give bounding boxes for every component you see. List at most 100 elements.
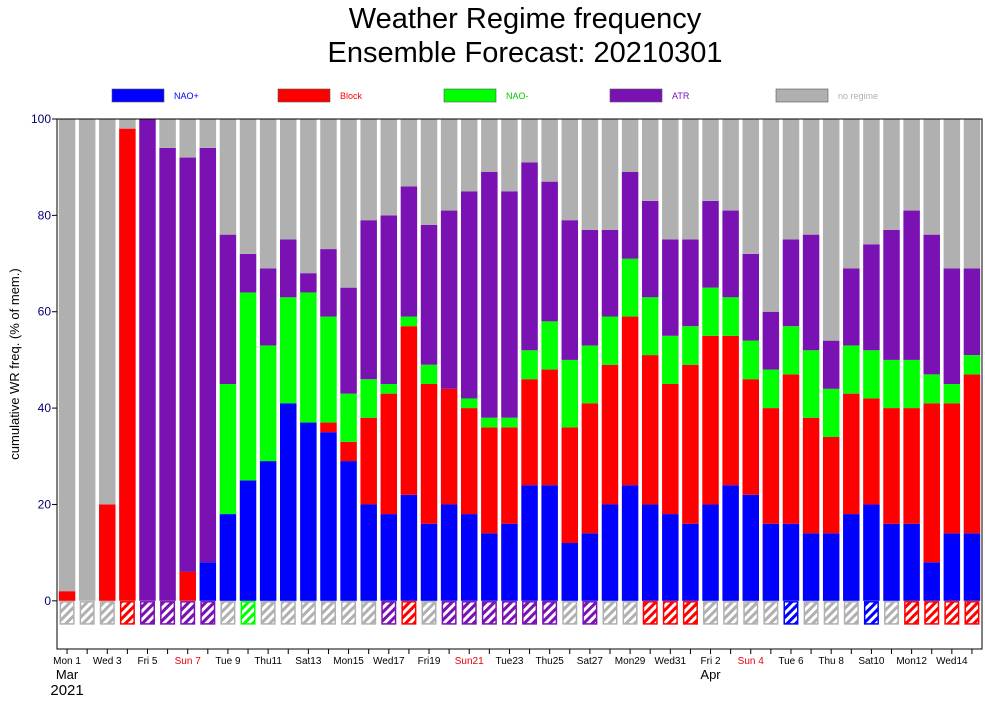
- bar-segment: [380, 215, 398, 384]
- legend-swatch: [111, 88, 165, 103]
- observed-regime-box: [863, 601, 879, 625]
- bar-segment: [239, 253, 257, 293]
- observed-regime-box: [401, 601, 417, 625]
- bar-segment: [802, 119, 820, 235]
- legend-label: NAO-: [506, 91, 529, 101]
- bar-segment: [682, 523, 699, 601]
- bar-segment: [440, 119, 458, 211]
- bar-segment: [481, 172, 498, 418]
- bar-segment: [943, 268, 961, 384]
- bar-segment: [843, 119, 860, 269]
- observed-regime-box: [341, 601, 357, 625]
- bar-segment: [702, 504, 719, 601]
- bar-segment: [641, 119, 659, 201]
- bar-segment: [280, 119, 297, 240]
- bar-segment: [702, 119, 719, 201]
- bar-segment: [581, 345, 599, 404]
- bar-segment: [219, 119, 237, 235]
- bar-segment: [722, 485, 739, 601]
- bar-segment: [561, 359, 579, 428]
- month-label: Mar: [56, 667, 79, 682]
- bar-segment: [300, 292, 317, 423]
- bar-segment: [360, 504, 377, 601]
- observed-regime-box: [582, 601, 598, 625]
- bar-segment: [722, 210, 739, 298]
- bar-segment: [440, 388, 458, 505]
- bar-segment: [682, 364, 699, 524]
- observed-regime-box: [622, 601, 638, 625]
- bar-segment: [923, 562, 940, 601]
- observed-regime-box: [884, 601, 900, 625]
- bar-segment: [863, 244, 880, 351]
- observed-regime-box: [562, 601, 578, 625]
- bar-segment: [662, 384, 679, 515]
- bar-segment: [742, 340, 759, 380]
- x-tick-label: Mon29: [615, 656, 646, 667]
- bar-segment: [360, 379, 377, 418]
- bar-segment: [923, 403, 940, 563]
- observed-regime-box: [723, 601, 739, 625]
- bar-segment: [782, 239, 800, 327]
- bar-segment: [460, 398, 478, 409]
- x-tick-label: Fri 5: [137, 656, 157, 667]
- bar-segment: [400, 326, 418, 495]
- x-tick-label: Mon12: [896, 656, 927, 667]
- observed-regime-box: [904, 601, 920, 625]
- bar-segment: [78, 119, 96, 601]
- x-tick-label: Wed14: [936, 656, 968, 667]
- bar-segment: [923, 119, 940, 235]
- bar-segment: [501, 523, 518, 601]
- bar-segment: [722, 335, 739, 486]
- bar-segment: [601, 316, 619, 365]
- bar-segment: [702, 287, 719, 336]
- observed-regime-box: [542, 601, 558, 625]
- bar-segment: [420, 523, 438, 601]
- bar-segment: [340, 119, 357, 288]
- bar-segment: [360, 119, 377, 221]
- observed-regime-box: [944, 601, 960, 625]
- bar-segment: [943, 403, 961, 534]
- bar-segment: [923, 234, 940, 375]
- y-tick-label: 80: [38, 208, 52, 222]
- bar-segment: [702, 335, 719, 505]
- bar-segment: [219, 384, 237, 515]
- bar-segment: [300, 119, 317, 274]
- observed-regime-box: [602, 601, 618, 625]
- bar-segment: [380, 514, 398, 601]
- bar-segment: [601, 119, 619, 230]
- observed-regime-box: [200, 601, 216, 625]
- bar-segment: [601, 229, 619, 317]
- bar-segment: [883, 229, 900, 360]
- bar-segment: [119, 119, 136, 129]
- bar-segment: [802, 350, 820, 418]
- bar-segment: [802, 533, 820, 601]
- bar-segment: [239, 480, 257, 601]
- x-tick-label: Thu25: [535, 656, 564, 667]
- x-tick-label: Sat27: [577, 656, 604, 667]
- bar-segment: [843, 268, 860, 346]
- bar-segment: [420, 384, 438, 524]
- bar-segment: [742, 253, 759, 341]
- bar-segment: [742, 494, 759, 601]
- x-tick-label: Wed17: [373, 656, 405, 667]
- bar-segment: [621, 119, 639, 172]
- bar-segment: [903, 359, 920, 409]
- bar-segment: [843, 514, 860, 601]
- bar-segment: [963, 355, 981, 375]
- bar-segment: [883, 119, 900, 230]
- bar-segment: [561, 119, 579, 221]
- plot-frame: [56, 118, 983, 650]
- bar-segment: [601, 504, 619, 601]
- legend-swatch: [775, 88, 829, 103]
- bar-segment: [340, 461, 357, 601]
- bar-segment: [400, 186, 418, 317]
- bar-segment: [782, 374, 800, 524]
- x-tick-label: Fri 2: [701, 656, 721, 667]
- observed-regime-box: [743, 601, 759, 625]
- bar-segment: [501, 417, 518, 428]
- bar-segment: [400, 316, 418, 327]
- bar-segment: [481, 533, 498, 601]
- bar-segment: [179, 571, 196, 601]
- bar-segment: [380, 384, 398, 394]
- bar-segment: [280, 297, 297, 404]
